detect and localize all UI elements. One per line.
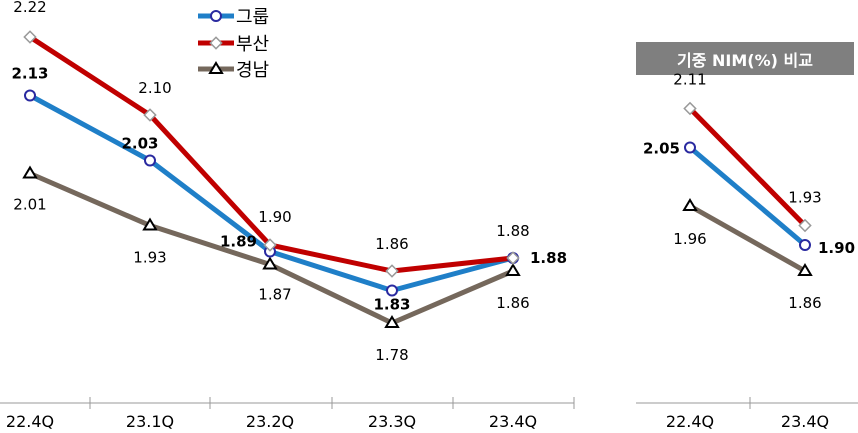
data-point-diamond	[23, 30, 37, 44]
x-tick-label: 23.1Q	[126, 412, 174, 431]
data-label: 1.96	[673, 230, 706, 248]
series-line-diamond	[28, 34, 514, 274]
data-point-circle	[386, 284, 398, 297]
data-point-circle	[144, 154, 156, 167]
data-label: 2.10	[138, 79, 171, 97]
legend-diamond-marker	[209, 36, 223, 50]
line-chart-nim-comparison: 22.4Q 23.4Q 2.05 1.90 2.11 1.93 1.96 1.86	[643, 71, 855, 432]
data-label: 2.03	[121, 135, 158, 153]
legend-label-gyeongnam: 경남	[236, 60, 269, 81]
data-point-circle	[799, 239, 811, 251]
data-label: 1.86	[496, 294, 529, 312]
title-background	[636, 42, 854, 75]
data-point-diamond	[798, 218, 812, 233]
data-label: 1.90	[258, 208, 291, 226]
data-point-triangle	[682, 198, 698, 211]
data-label: 1.86	[788, 294, 821, 312]
data-point-circle	[24, 89, 36, 102]
data-point-triangle	[262, 256, 278, 270]
data-point-circle	[684, 141, 696, 154]
chart-title-box: 기중 NIM(%) 비교	[636, 42, 854, 75]
data-label: 1.86	[375, 235, 408, 253]
data-label: 2.05	[643, 140, 680, 158]
x-tick-label: 23.3Q	[368, 412, 416, 431]
legend: 그룹 부산 경남	[198, 7, 269, 81]
data-label: 2.01	[13, 196, 46, 214]
data-label: 1.90	[818, 239, 855, 257]
data-label: 1.93	[133, 249, 166, 267]
x-tick-label: 23.4Q	[489, 412, 537, 431]
data-label: 2.13	[11, 65, 48, 83]
data-label: 2.22	[13, 0, 46, 16]
data-label: 1.88	[530, 249, 567, 267]
data-point-diamond	[506, 251, 520, 265]
data-point-diamond	[143, 108, 157, 122]
line-chart-quarterly: 22.4Q 23.1Q 23.2Q 23.3Q 23.4Q 2.13 2.03 1.89 1.8…	[6, 0, 575, 431]
data-point-triangle	[384, 315, 400, 328]
plot-layer: 22.4Q 23.1Q 23.2Q 23.3Q 23.4Q 2.13 2.03 1.89 1.8…	[6, 0, 855, 431]
legend-label-busan: 부산	[236, 34, 269, 55]
data-label: 1.89	[220, 233, 257, 251]
x-tick-label: 23.2Q	[246, 412, 294, 431]
series-line-circle	[688, 145, 807, 247]
legend-triangle-marker	[208, 61, 224, 74]
legend-item-gyeongnam: 경남	[198, 60, 269, 81]
data-point-diamond	[683, 101, 697, 116]
data-label: 2.11	[673, 71, 706, 89]
legend-label-group: 그룹	[236, 7, 269, 28]
data-point-triangle	[22, 165, 38, 179]
legend-circle-marker	[210, 10, 222, 22]
data-point-triangle	[797, 263, 813, 276]
x-tick-label: 22.4Q	[666, 412, 714, 431]
data-point-triangle	[142, 217, 158, 231]
data-point-diamond	[263, 238, 277, 252]
series-line-triangle	[688, 203, 807, 274]
series-line-diamond	[688, 106, 807, 228]
data-point-triangle	[505, 263, 521, 276]
data-label: 1.88	[496, 222, 529, 240]
data-point-diamond	[385, 264, 399, 278]
chart-title: 기중 NIM(%) 비교	[677, 51, 813, 70]
legend-item-busan: 부산	[198, 34, 269, 55]
legend-item-group: 그룹	[198, 7, 269, 28]
x-tick-label: 23.4Q	[781, 412, 829, 431]
data-label: 1.78	[375, 346, 408, 364]
x-tick-label: 22.4Q	[6, 412, 54, 431]
data-label: 1.83	[373, 296, 410, 314]
data-label: 1.87	[258, 286, 291, 304]
data-label: 1.93	[788, 189, 821, 207]
